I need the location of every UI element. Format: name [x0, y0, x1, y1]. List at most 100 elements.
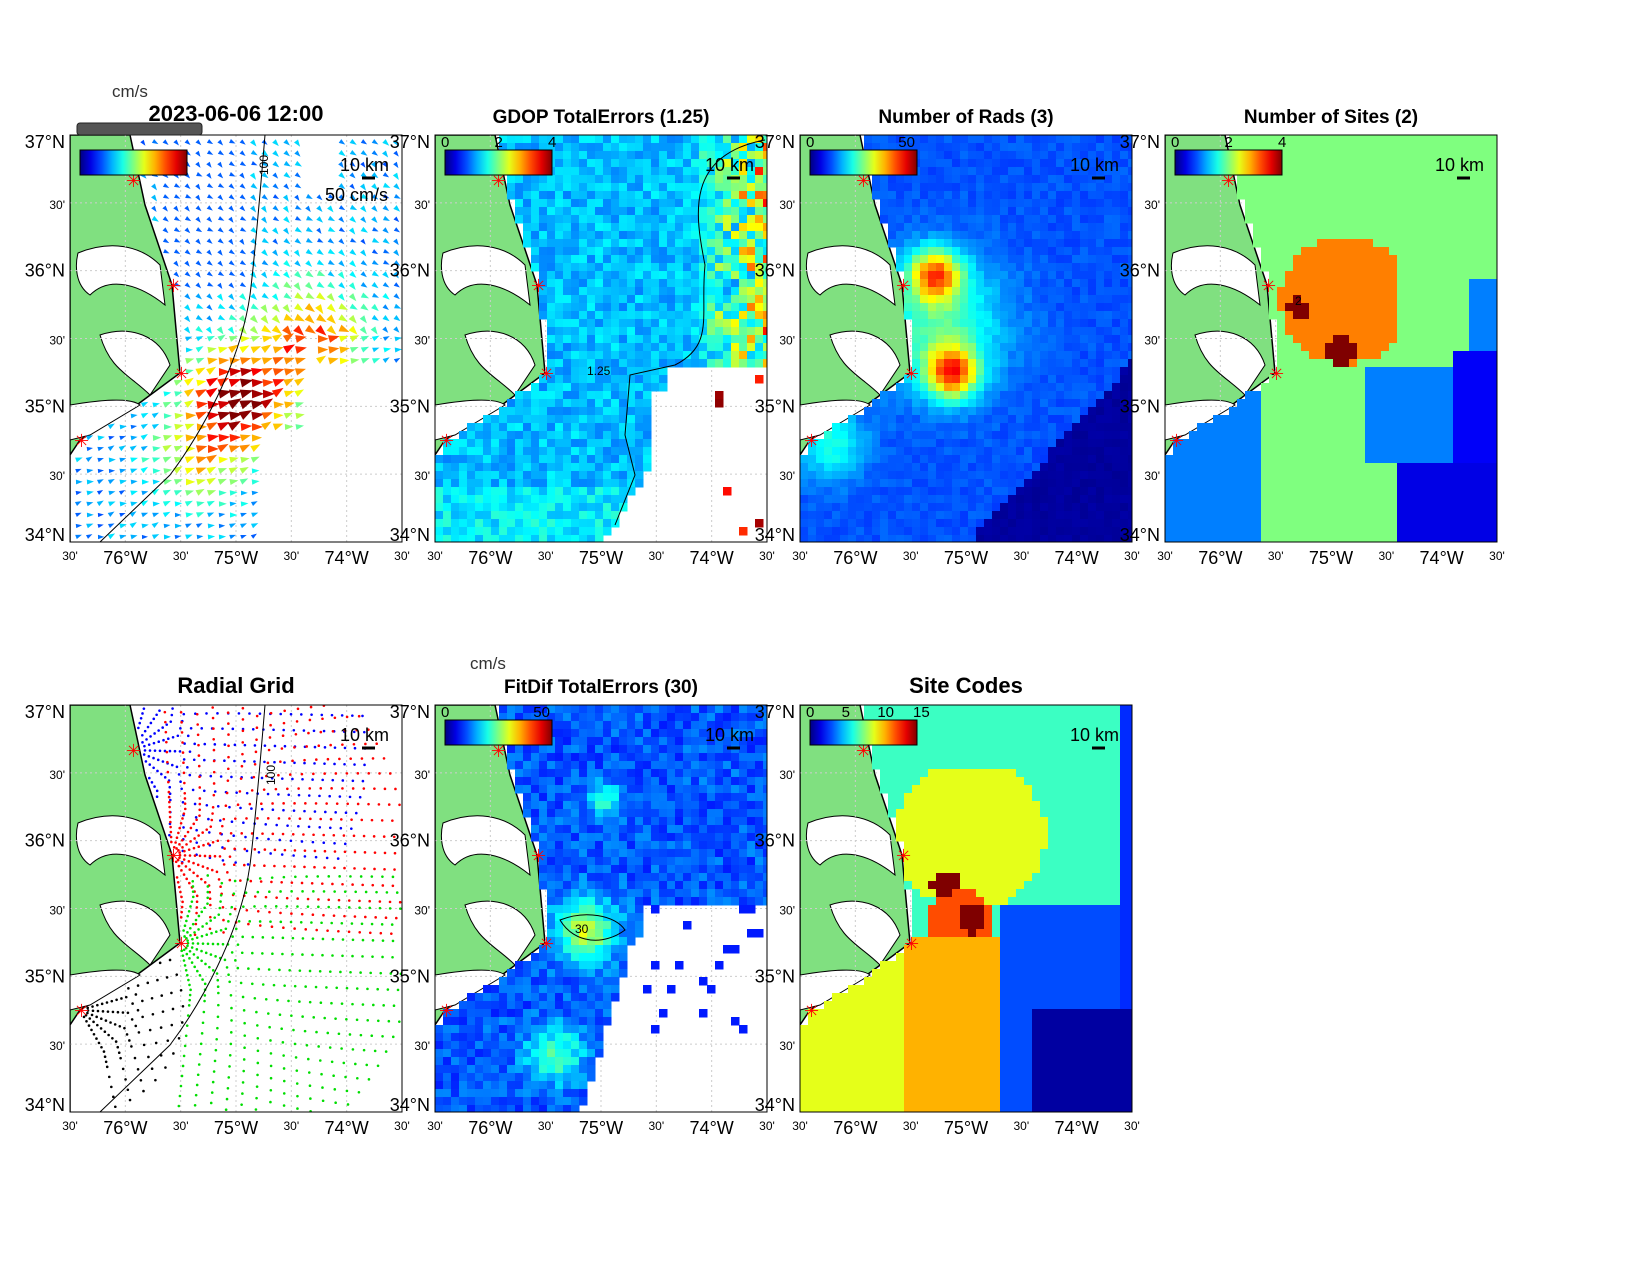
current-vector [327, 248, 336, 255]
data-cell [840, 511, 849, 520]
current-vector [338, 324, 350, 333]
data-cell [1120, 383, 1129, 392]
data-cell [1008, 231, 1017, 240]
data-cell [1080, 415, 1089, 424]
data-cell [1277, 239, 1286, 248]
data-cell [1056, 375, 1065, 384]
data-cell [459, 447, 468, 456]
data-cell [880, 175, 889, 184]
data-cell [1381, 303, 1390, 312]
data-cell [1040, 159, 1049, 168]
data-cell [920, 223, 929, 232]
data-cell [643, 167, 652, 176]
data-cell [1072, 479, 1081, 488]
current-vector [295, 335, 307, 343]
data-cell [1469, 239, 1478, 248]
data-cell [1485, 191, 1494, 200]
data-cell [1485, 263, 1494, 272]
current-vector [383, 347, 392, 353]
data-cell [968, 271, 977, 280]
data-cell [1088, 351, 1097, 360]
data-cell [1269, 143, 1278, 152]
data-cell [1056, 143, 1065, 152]
data-cell [1405, 183, 1414, 192]
data-cell [659, 335, 668, 344]
data-cell [800, 511, 809, 520]
data-cell [1040, 287, 1049, 296]
data-cell [992, 519, 1001, 528]
data-cell [1349, 271, 1358, 280]
data-cell [611, 135, 620, 144]
data-cell [1096, 263, 1105, 272]
data-cell [1493, 303, 1497, 312]
data-cell [1421, 399, 1430, 408]
data-cell [1048, 175, 1057, 184]
data-cell [1024, 263, 1033, 272]
data-cell [1128, 391, 1132, 400]
data-cell [731, 143, 740, 152]
data-cell [731, 159, 740, 168]
data-cell [984, 375, 993, 384]
data-cell [555, 135, 564, 144]
data-cell [1469, 367, 1478, 376]
data-cell [451, 439, 460, 448]
data-cell [888, 175, 897, 184]
data-cell [1333, 167, 1342, 176]
data-cell [1341, 343, 1350, 352]
current-vector [130, 424, 138, 430]
data-cell [824, 519, 833, 528]
lat-tick-label: 36°N [25, 261, 65, 281]
data-cell [976, 367, 985, 376]
data-cell [1381, 255, 1390, 264]
data-cell [920, 303, 929, 312]
data-cell [1128, 495, 1132, 504]
data-cell [715, 255, 724, 264]
data-cell [1277, 335, 1286, 344]
data-cell [715, 271, 724, 280]
data-cell [960, 359, 969, 368]
data-cell [555, 423, 564, 432]
data-cell [579, 287, 588, 296]
data-cell [563, 463, 572, 472]
data-cell [475, 479, 484, 488]
data-cell [563, 327, 572, 336]
data-cell [1072, 207, 1081, 216]
data-cell [1048, 343, 1057, 352]
data-cell [563, 535, 572, 542]
data-cell [1024, 519, 1033, 528]
data-cell [587, 279, 596, 288]
data-cell [984, 495, 993, 504]
data-cell [1429, 231, 1438, 240]
data-cell [1016, 423, 1025, 432]
data-cell [707, 175, 716, 184]
current-vector [293, 325, 305, 336]
data-cell [731, 279, 740, 288]
data-cell [539, 207, 548, 216]
data-cell [1357, 143, 1366, 152]
data-cell [1309, 183, 1318, 192]
data-cell [1072, 375, 1081, 384]
data-cell [587, 439, 596, 448]
data-cell [1120, 495, 1129, 504]
data-cell [715, 183, 724, 192]
data-cell [1453, 359, 1462, 368]
data-cell [555, 351, 564, 360]
data-cell [1453, 351, 1462, 360]
lat-tick-label: 35°N [25, 396, 65, 416]
data-cell [928, 495, 937, 504]
data-cell [1128, 471, 1132, 480]
current-vector [240, 523, 248, 529]
current-vector [217, 227, 224, 233]
data-cell [1128, 431, 1132, 440]
data-cell [1000, 447, 1009, 456]
data-cell [984, 431, 993, 440]
current-vector [293, 249, 300, 257]
current-vector [206, 161, 212, 168]
data-cell [1072, 167, 1081, 176]
data-cell [1325, 143, 1334, 152]
data-cell [675, 327, 684, 336]
data-cell [1277, 359, 1286, 368]
data-cell [1309, 391, 1318, 400]
data-cell [659, 319, 668, 328]
data-cell [1389, 239, 1398, 248]
